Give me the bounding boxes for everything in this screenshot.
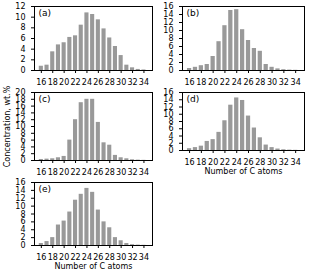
svg-text:6: 6 <box>20 135 26 145</box>
svg-text:22: 22 <box>70 168 80 176</box>
svg-text:12: 12 <box>15 194 25 203</box>
svg-text:22: 22 <box>70 78 80 86</box>
svg-text:2: 2 <box>20 149 26 159</box>
svg-text:(b): (b) <box>187 8 200 18</box>
svg-text:18: 18 <box>48 168 58 176</box>
svg-text:(c): (c) <box>39 94 51 104</box>
svg-text:(d): (d) <box>187 94 200 104</box>
svg-text:26: 26 <box>93 78 103 86</box>
svg-text:4: 4 <box>20 45 25 54</box>
svg-text:16: 16 <box>36 253 46 262</box>
svg-text:18: 18 <box>15 94 26 104</box>
svg-text:34: 34 <box>291 78 301 86</box>
svg-text:24: 24 <box>232 78 242 86</box>
svg-text:14: 14 <box>163 10 173 19</box>
svg-text:16: 16 <box>15 101 26 111</box>
svg-text:2: 2 <box>20 233 25 242</box>
svg-text:2: 2 <box>168 58 173 67</box>
svg-text:6: 6 <box>168 124 174 134</box>
svg-text:30: 30 <box>116 78 126 86</box>
svg-text:34: 34 <box>139 78 149 86</box>
svg-text:16: 16 <box>163 2 173 11</box>
svg-text:8: 8 <box>168 117 174 127</box>
svg-text:32: 32 <box>127 78 137 86</box>
svg-text:24: 24 <box>82 78 92 86</box>
svg-text:16: 16 <box>184 78 194 86</box>
svg-text:32: 32 <box>279 78 289 86</box>
svg-text:28: 28 <box>105 168 115 176</box>
svg-text:26: 26 <box>243 78 253 86</box>
svg-text:0: 0 <box>168 66 173 75</box>
html-text:18 20 22 24 26 28 30 32: 18 20 22 24 26 28 30 32 <box>47 253 138 263</box>
svg-text:12: 12 <box>163 18 173 27</box>
svg-text:4: 4 <box>20 142 26 152</box>
svg-text:18: 18 <box>48 78 58 86</box>
svg-text:(e): (e) <box>39 184 52 194</box>
svg-text:32: 32 <box>127 168 137 176</box>
svg-text:28: 28 <box>105 78 115 86</box>
svg-text:12: 12 <box>15 115 26 125</box>
svg-text:30: 30 <box>267 78 277 86</box>
svg-text:14: 14 <box>15 186 25 195</box>
svg-text:8: 8 <box>20 23 25 32</box>
svg-text:20: 20 <box>59 78 69 86</box>
svg-text:6: 6 <box>20 217 25 226</box>
svg-text:12: 12 <box>163 102 174 112</box>
svg-text:28: 28 <box>255 78 265 86</box>
svg-text:4: 4 <box>168 131 174 141</box>
svg-text:16: 16 <box>163 88 173 97</box>
svg-text:30: 30 <box>116 168 126 176</box>
svg-text:20: 20 <box>15 88 25 97</box>
svg-text:0: 0 <box>168 146 174 156</box>
svg-text:4: 4 <box>20 225 25 234</box>
svg-text:6: 6 <box>20 34 25 43</box>
svg-text:0: 0 <box>20 66 25 75</box>
svg-text:10: 10 <box>15 202 25 211</box>
svg-text:16: 16 <box>36 78 46 86</box>
svg-text:20: 20 <box>59 168 69 176</box>
svg-text:0: 0 <box>20 156 26 166</box>
svg-text:10: 10 <box>163 26 173 35</box>
svg-text:34: 34 <box>291 158 301 167</box>
svg-text:10: 10 <box>15 13 25 22</box>
svg-text:8: 8 <box>20 128 26 138</box>
svg-text:8: 8 <box>20 210 25 219</box>
svg-text:24: 24 <box>82 168 92 176</box>
svg-text:10: 10 <box>15 122 26 132</box>
svg-text:20: 20 <box>208 78 218 86</box>
svg-text:4: 4 <box>168 50 173 59</box>
svg-text:12: 12 <box>15 2 25 11</box>
svg-text:14: 14 <box>163 95 174 105</box>
svg-text:Concentration, wt.%: Concentration, wt.% <box>3 86 12 167</box>
svg-text:8: 8 <box>168 34 173 43</box>
svg-text:0: 0 <box>20 241 25 250</box>
svg-text:16: 16 <box>15 178 25 187</box>
svg-text:6: 6 <box>168 42 173 51</box>
svg-text:14: 14 <box>15 108 26 118</box>
svg-text:34: 34 <box>139 253 149 262</box>
svg-text:2: 2 <box>20 55 25 64</box>
svg-text:26: 26 <box>93 168 103 176</box>
svg-text:(a): (a) <box>39 8 52 18</box>
svg-text:16: 16 <box>184 158 194 167</box>
svg-text:10: 10 <box>163 109 174 119</box>
html-text:18 20 22 24 26 28 30 32: 18 20 22 24 26 28 30 32 <box>196 158 289 168</box>
svg-text:Number of C atoms: Number of C atoms <box>205 167 283 176</box>
svg-text:18: 18 <box>196 78 206 86</box>
svg-text:Number of C atoms: Number of C atoms <box>55 262 133 271</box>
svg-text:22: 22 <box>220 78 230 86</box>
svg-text:2: 2 <box>168 138 174 148</box>
svg-text:16: 16 <box>36 168 46 176</box>
svg-text:34: 34 <box>139 168 149 176</box>
